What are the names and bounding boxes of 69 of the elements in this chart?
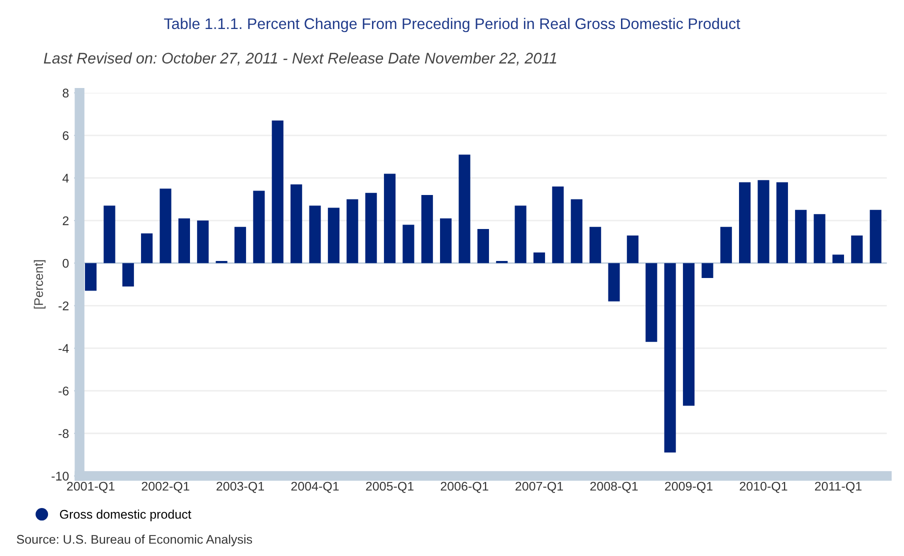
- bar: [514, 206, 526, 264]
- bar: [739, 182, 751, 264]
- bar: [702, 263, 714, 278]
- bar: [870, 210, 882, 264]
- y-tick-label: 4: [62, 174, 69, 183]
- x-tick-label: 2004-Q1: [291, 482, 339, 493]
- bar: [421, 195, 433, 264]
- bar: [758, 180, 770, 264]
- bar: [626, 235, 638, 264]
- bar: [178, 218, 190, 264]
- bar: [832, 254, 844, 264]
- x-tick-label: 2002-Q1: [142, 482, 190, 493]
- bar: [216, 260, 228, 264]
- bar: [160, 188, 172, 264]
- y-tick-label: -4: [58, 344, 69, 353]
- bar: [290, 184, 302, 264]
- bar: [84, 263, 97, 291]
- bar: [458, 154, 470, 264]
- y-tick-label: -6: [58, 386, 69, 396]
- bar: [384, 174, 396, 264]
- x-tick-label: 2005-Q1: [366, 482, 414, 493]
- bar: [272, 120, 284, 264]
- legend-label: Gross domestic product: [60, 510, 192, 522]
- bar: [851, 235, 863, 264]
- x-tick-label: 2011-Q1: [815, 482, 862, 493]
- bar: [122, 263, 134, 287]
- y-tick-label: -2: [58, 301, 69, 310]
- y-tick-label: -10: [52, 472, 69, 481]
- bar: [104, 206, 116, 264]
- y-tick-label: -8: [58, 429, 69, 438]
- bar: [477, 229, 489, 264]
- bar: [197, 220, 209, 264]
- x-tick-label: 2010-Q1: [740, 482, 788, 493]
- bar: [664, 263, 676, 453]
- bar: [682, 263, 695, 406]
- bar: [253, 190, 265, 264]
- source-note: Source: U.S. Bureau of Economic Analysis: [16, 534, 252, 546]
- y-tick-label: 2: [62, 216, 69, 226]
- bar: [608, 263, 620, 302]
- chart-subtitle: Last Revised on: October 27, 2011 - Next Release Date November 22, 2011: [44, 52, 556, 66]
- bar: [440, 218, 452, 264]
- y-tick-label: 6: [62, 131, 69, 140]
- y-tick-label: 8: [62, 88, 69, 98]
- bar: [533, 252, 546, 264]
- y-axis-title: [Percent]: [34, 260, 46, 309]
- bar: [590, 226, 602, 264]
- bar: [346, 199, 358, 264]
- bar: [234, 226, 246, 264]
- x-tick-label: 2001-Q1: [67, 482, 114, 493]
- x-tick-label: 2009-Q1: [665, 482, 712, 493]
- y-tick-label: 0: [62, 258, 69, 268]
- bar: [141, 233, 153, 264]
- x-tick-label: 2006-Q1: [440, 482, 488, 493]
- bar: [814, 214, 826, 264]
- bar: [402, 224, 414, 264]
- bar: [328, 208, 340, 264]
- x-tick-label: 2008-Q1: [590, 482, 638, 493]
- x-tick-label: 2003-Q1: [216, 482, 264, 493]
- bar: [309, 206, 321, 264]
- bar: [496, 260, 508, 264]
- bar: [646, 263, 658, 342]
- bar: [552, 186, 564, 264]
- x-tick-label: 2007-Q1: [516, 482, 563, 493]
- chart-title: Table 1.1.1. Percent Change From Preceding Period in Real Gross Domestic Product: [164, 18, 740, 32]
- bar: [776, 182, 788, 264]
- bar: [795, 210, 807, 264]
- bar: [720, 226, 732, 264]
- bar: [570, 199, 582, 264]
- bar: [365, 192, 377, 264]
